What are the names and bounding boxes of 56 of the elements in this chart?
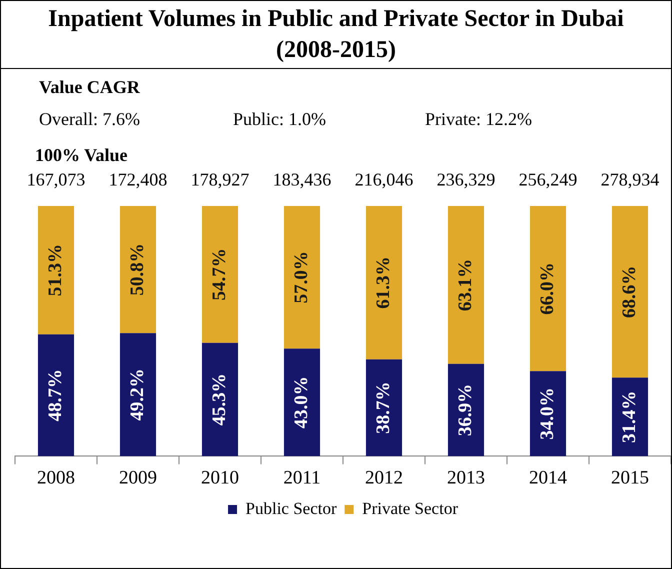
bar xyxy=(366,206,402,360)
bar xyxy=(366,359,402,456)
text: Overall: 7.6% xyxy=(39,109,140,130)
annotation: 216,046 xyxy=(354,170,414,190)
bar xyxy=(448,364,484,456)
annotation: 236,329 xyxy=(436,170,496,190)
bar xyxy=(530,206,566,372)
annotation: 278,934 xyxy=(600,170,660,190)
data-label: 38.7% xyxy=(372,382,394,434)
data-label: 31.4% xyxy=(618,390,640,444)
bar xyxy=(38,334,74,456)
x-tick-label: 2012 xyxy=(365,468,403,489)
text: 100% Value xyxy=(35,145,128,166)
x-tick-label: 2010 xyxy=(201,468,239,489)
text: Public: 1.0% xyxy=(233,109,326,130)
legend-label: Public Sector xyxy=(246,498,337,518)
bar xyxy=(284,348,320,456)
data-label: 51.3% xyxy=(44,244,66,296)
bar xyxy=(612,206,648,378)
bar xyxy=(448,206,484,364)
annotation: 172,408 xyxy=(108,170,168,190)
bar xyxy=(202,206,238,343)
bar xyxy=(202,342,238,456)
data-label: 66.0% xyxy=(536,262,558,315)
x-tick-label: 2011 xyxy=(283,468,321,489)
data-label: 36.9% xyxy=(454,384,476,436)
x-tick-label: 2014 xyxy=(529,468,568,489)
data-label: 54.7% xyxy=(208,248,230,301)
data-label: 50.8% xyxy=(126,243,148,296)
annotation: 167,073 xyxy=(26,170,86,190)
data-label: 57.0% xyxy=(290,251,312,304)
bar xyxy=(120,206,156,334)
annotation: 183,436 xyxy=(272,170,332,190)
data-label: 34.0% xyxy=(536,388,558,440)
bar xyxy=(530,371,566,456)
chart-title: Inpatient Volumes in Public and Private Sector in Dubai (2008-2015) xyxy=(1,1,671,69)
x-tick-label: 2008 xyxy=(37,468,75,489)
data-label: 43.0% xyxy=(290,376,312,429)
bar xyxy=(612,378,648,456)
data-label: 61.3% xyxy=(372,256,394,309)
legend-label: Private Sector xyxy=(362,498,458,518)
data-label: 68.6% xyxy=(618,266,640,318)
bar xyxy=(38,206,74,334)
data-label: 63.1% xyxy=(454,258,476,312)
x-tick-label: 2009 xyxy=(119,468,157,489)
data-label: 45.3% xyxy=(208,373,230,426)
data-label: 48.7% xyxy=(44,369,66,422)
text: Private: 12.2% xyxy=(425,109,532,130)
x-tick-label: 2015 xyxy=(611,468,649,489)
data-label: 49.2% xyxy=(126,368,148,421)
annotation: 178,927 xyxy=(190,170,250,190)
bar xyxy=(120,333,156,456)
x-tick-label: 2013 xyxy=(447,468,485,489)
annotation: 256,249 xyxy=(518,170,578,190)
bar xyxy=(284,206,320,349)
text: Value CAGR xyxy=(39,77,140,98)
